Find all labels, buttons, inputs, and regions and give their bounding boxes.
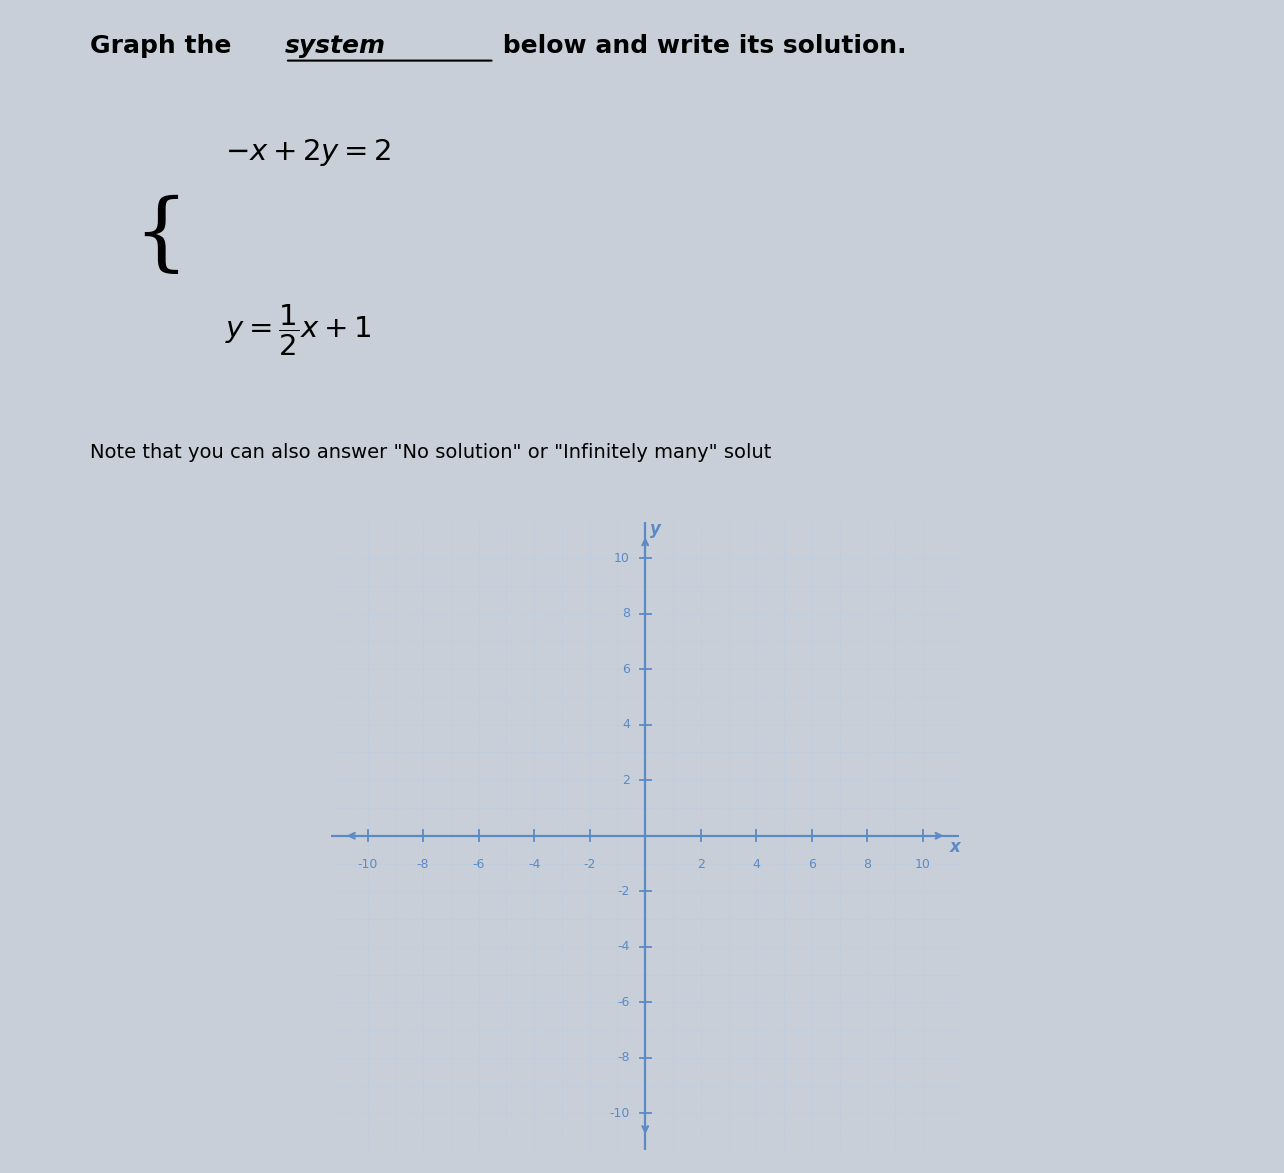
Text: Graph the: Graph the (90, 34, 240, 59)
Text: 4: 4 (621, 718, 630, 731)
Text: 10: 10 (614, 551, 630, 564)
Text: -2: -2 (583, 857, 596, 872)
Text: y: y (650, 520, 661, 538)
Text: -4: -4 (618, 941, 630, 954)
Text: -6: -6 (618, 996, 630, 1009)
Text: 10: 10 (915, 857, 931, 872)
Text: x: x (949, 838, 960, 856)
Text: -10: -10 (610, 1107, 630, 1120)
Text: system: system (285, 34, 386, 59)
Text: -8: -8 (417, 857, 429, 872)
Text: -4: -4 (528, 857, 541, 872)
Text: 2: 2 (697, 857, 705, 872)
Text: 8: 8 (621, 608, 630, 621)
Text: 6: 6 (808, 857, 815, 872)
Text: -10: -10 (357, 857, 377, 872)
Text: 4: 4 (752, 857, 760, 872)
Text: $y=\dfrac{1}{2}x+1$: $y=\dfrac{1}{2}x+1$ (225, 303, 371, 358)
Text: 6: 6 (621, 663, 630, 676)
Text: -2: -2 (618, 884, 630, 897)
Text: -8: -8 (618, 1051, 630, 1064)
Text: 8: 8 (863, 857, 872, 872)
Text: below and write its solution.: below and write its solution. (494, 34, 907, 59)
Text: -6: -6 (473, 857, 485, 872)
Text: $-x+2y=2$: $-x+2y=2$ (225, 137, 392, 168)
Text: 2: 2 (621, 774, 630, 787)
Text: {: { (134, 195, 187, 278)
Text: Note that you can also answer "No solution" or "Infinitely many" solut: Note that you can also answer "No soluti… (90, 443, 772, 462)
